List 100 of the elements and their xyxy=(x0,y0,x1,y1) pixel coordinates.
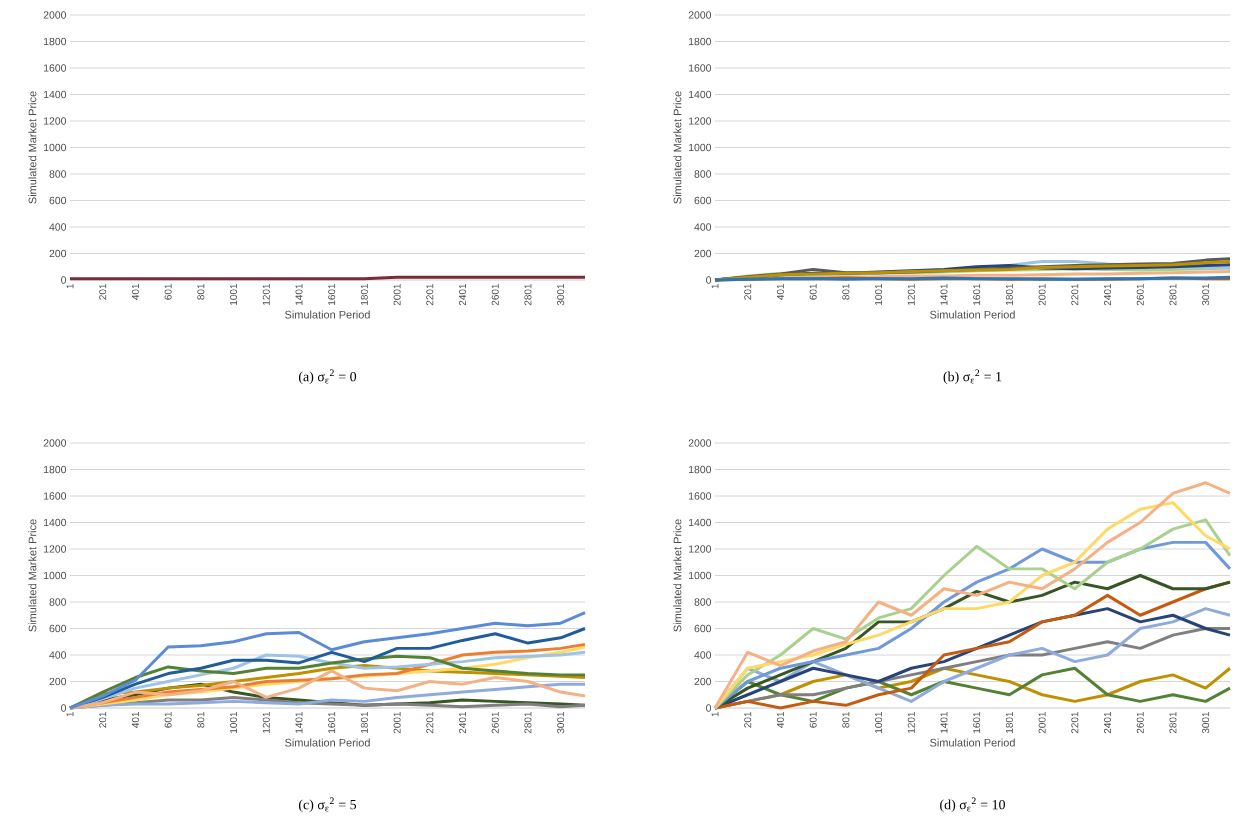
x-tick-label: 2201 xyxy=(1071,712,1079,734)
x-tick-label: 2401 xyxy=(1103,712,1112,734)
y-tick-label: 800 xyxy=(49,170,67,178)
x-tick-label: 801 xyxy=(842,712,850,728)
text: (b) σ$_{ε}$$^{2}$ = 1 xyxy=(943,369,1002,385)
y-tick-label: 1000 xyxy=(44,143,67,152)
x-tick-label: 1601 xyxy=(328,284,336,305)
x-tick-label: 2601 xyxy=(491,284,499,306)
x-tick-label: 2801 xyxy=(524,712,532,734)
x-tick-label: 201 xyxy=(744,712,752,728)
y-tick-label: 1200 xyxy=(689,117,712,125)
x-tick-label: 2001 xyxy=(393,284,401,306)
y-tick-label: 200 xyxy=(49,249,67,258)
y-tick-label: 1200 xyxy=(44,545,67,553)
x-tick-label: 1 xyxy=(66,283,74,289)
x-tick-label: 2001 xyxy=(393,712,401,734)
y-axis-title: Simulated Market Price xyxy=(28,519,37,632)
y-tick-label: 0 xyxy=(61,276,67,284)
x-tick-label: 1001 xyxy=(230,712,238,733)
x-tick-label: 801 xyxy=(197,712,205,728)
y-tick-label: 0 xyxy=(706,276,712,284)
x-tick-label: 201 xyxy=(744,284,752,300)
x-tick-label: 2201 xyxy=(426,712,434,734)
x-tick-label: 1601 xyxy=(973,284,981,305)
x-tick-label: 3001 xyxy=(1202,712,1210,734)
x-tick-label: 2401 xyxy=(458,712,467,734)
x-tick-label: 2601 xyxy=(491,712,499,734)
y-tick-label: 1800 xyxy=(44,465,67,474)
x-tick-label: 1001 xyxy=(875,284,883,305)
x-tick-label: 2001 xyxy=(1038,284,1046,306)
y-tick-label: 1800 xyxy=(689,37,712,46)
x-tick-label: 2401 xyxy=(458,284,467,306)
y-axis-title: Simulated Market Price xyxy=(28,91,37,204)
x-tick-label: 201 xyxy=(99,284,107,300)
x-tick-label: 2801 xyxy=(524,284,532,306)
x-tick-label: 1801 xyxy=(360,284,368,305)
y-tick-label: 0 xyxy=(706,704,712,712)
y-tick-label: 600 xyxy=(694,624,712,633)
x-tick-label: 1801 xyxy=(360,712,368,733)
x-tick-label: 1 xyxy=(711,712,719,717)
y-tick-label: 1200 xyxy=(44,117,67,125)
y-tick-label: 1400 xyxy=(689,90,712,99)
y-tick-label: 1400 xyxy=(44,518,67,527)
y-tick-label: 1400 xyxy=(689,518,712,527)
x-tick-label: 401 xyxy=(776,712,784,728)
y-tick-label: 1800 xyxy=(689,465,712,474)
x-axis-title: Simulation Period xyxy=(930,310,1015,319)
x-tick-label: 2801 xyxy=(1169,284,1177,306)
y-tick-label: 200 xyxy=(694,249,712,258)
x-tick-label: 3001 xyxy=(1202,284,1210,306)
text: (a) σ$_{ε}$$^{2}$ = 0 xyxy=(298,369,357,385)
y-axis-title: Simulated Market Price xyxy=(673,91,682,204)
y-axis-title: Simulated Market Price xyxy=(673,519,682,632)
x-tick-label: 601 xyxy=(164,712,172,728)
y-tick-label: 200 xyxy=(49,677,67,686)
x-tick-label: 2201 xyxy=(426,284,434,306)
x-tick-label: 2201 xyxy=(1071,284,1079,306)
x-tick-label: 1401 xyxy=(940,712,948,733)
x-tick-label: 3001 xyxy=(557,712,565,734)
y-tick-label: 800 xyxy=(694,170,712,178)
y-tick-label: 800 xyxy=(49,598,67,606)
x-tick-label: 201 xyxy=(99,712,107,728)
x-tick-label: 801 xyxy=(842,284,850,300)
x-tick-label: 1001 xyxy=(230,284,238,305)
x-tick-label: 1201 xyxy=(907,284,915,305)
y-tick-label: 1600 xyxy=(44,64,67,72)
text: (d) σ$_{ε}$$^{2}$ = 10 xyxy=(940,797,1005,813)
y-tick-label: 800 xyxy=(694,598,712,606)
x-tick-label: 1801 xyxy=(1005,712,1013,733)
y-tick-label: 400 xyxy=(694,651,712,659)
x-tick-label: 3001 xyxy=(557,284,565,306)
y-tick-label: 1600 xyxy=(44,492,67,500)
y-tick-label: 400 xyxy=(694,223,712,231)
x-tick-label: 1201 xyxy=(262,284,270,305)
y-tick-label: 1000 xyxy=(44,571,67,580)
y-tick-label: 1600 xyxy=(689,492,712,500)
y-tick-label: 200 xyxy=(694,677,712,686)
x-tick-label: 2001 xyxy=(1038,712,1046,734)
x-tick-label: 1201 xyxy=(262,712,270,733)
x-tick-label: 1 xyxy=(66,712,74,717)
text: (c) σ$_{ε}$$^{2}$ = 5 xyxy=(298,797,357,813)
y-tick-label: 600 xyxy=(49,196,67,205)
y-tick-label: 1000 xyxy=(689,143,712,152)
y-tick-label: 600 xyxy=(49,624,67,633)
x-tick-label: 401 xyxy=(131,712,139,728)
y-tick-label: 2000 xyxy=(43,11,67,19)
x-tick-label: 1601 xyxy=(328,712,336,733)
y-tick-label: 2000 xyxy=(688,439,712,447)
x-axis-title: Simulation Period xyxy=(930,738,1015,747)
y-tick-label: 1200 xyxy=(689,545,712,553)
y-tick-label: 1800 xyxy=(44,37,67,46)
y-tick-label: 400 xyxy=(49,223,67,231)
x-tick-label: 2601 xyxy=(1136,712,1144,734)
x-tick-label: 1201 xyxy=(907,712,915,733)
x-tick-label: 2801 xyxy=(1169,712,1177,734)
y-tick-label: 2000 xyxy=(43,439,67,447)
x-tick-label: 601 xyxy=(809,284,817,300)
y-tick-label: 1400 xyxy=(44,90,67,99)
y-tick-label: 2000 xyxy=(688,11,712,19)
y-tick-label: 1600 xyxy=(689,64,712,72)
